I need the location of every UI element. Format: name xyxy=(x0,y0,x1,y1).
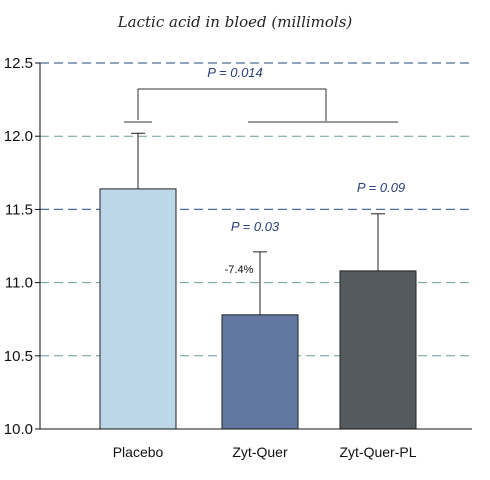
significance-bracket xyxy=(124,88,398,123)
error-bars xyxy=(131,132,385,315)
y-tick-label-0: 10.0 xyxy=(4,421,33,438)
p-value-main: P = 0.014 xyxy=(207,65,263,80)
p-value-zyt-quer-pl: P = 0.09 xyxy=(357,180,405,195)
p-value-zyt-quer: P = 0.03 xyxy=(231,219,280,234)
bar-placebo xyxy=(99,188,177,430)
axes xyxy=(39,63,472,430)
x-tick-label-placebo: Placebo xyxy=(113,444,164,460)
chart-title: Lactic acid in bloed (millimols) xyxy=(117,13,353,31)
y-tick-label-5: 12.5 xyxy=(4,55,33,72)
x-tick-label-zyt-quer: Zyt-Quer xyxy=(232,444,288,460)
y-tick-label-4: 12.0 xyxy=(4,128,33,145)
bracket-main xyxy=(137,88,327,121)
bars xyxy=(99,188,417,430)
y-tick-label-1: 10.5 xyxy=(4,348,33,365)
x-tick-label-zyt-quer-pl: Zyt-Quer-PL xyxy=(339,444,416,460)
y-axis-ticks: 10.0 10.5 11.0 11.5 12.0 12.5 xyxy=(4,55,40,438)
bar-zyt-quer-pl xyxy=(339,270,417,430)
y-tick-label-2: 11.0 xyxy=(5,275,33,292)
y-tick-label-3: 11.5 xyxy=(5,201,33,218)
bar-zyt-quer xyxy=(221,314,299,430)
percent-change-zyt-quer: -7.4% xyxy=(225,264,254,276)
x-axis-categories: Placebo Zyt-Quer Zyt-Quer-PL xyxy=(113,444,417,460)
